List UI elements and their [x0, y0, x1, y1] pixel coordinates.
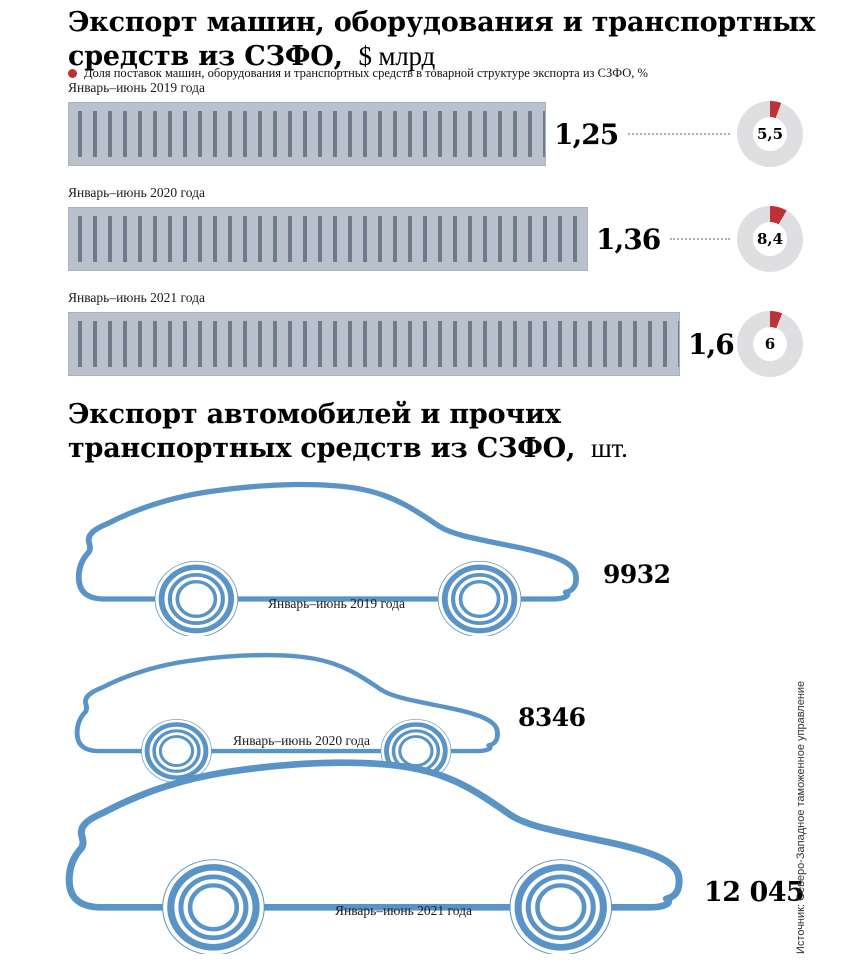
export-bar-2020	[68, 207, 588, 271]
bar-row-2019: 1,25	[68, 102, 735, 166]
export-value-2020: 1,36	[596, 222, 661, 256]
car-icon-2021	[56, 752, 706, 954]
legend: Доля поставок машин, оборудования и тран…	[68, 66, 648, 81]
dotted-leader	[670, 238, 730, 240]
car-label-2019: Январь–июнь 2019 года	[268, 596, 405, 611]
share-value-2020: 8,4	[756, 230, 784, 248]
legend-label: Доля поставок машин, оборудования и тран…	[84, 66, 648, 80]
bar-label-2020: Январь–июнь 2020 года	[68, 185, 205, 200]
section1-title: Экспорт машин, оборудования и транспортн…	[68, 6, 838, 74]
car-count-2019: 9932	[603, 560, 671, 589]
bar-row-2021: 1,6	[68, 312, 735, 376]
donut-hole: 8,4	[753, 222, 787, 256]
donut-hole: 5,5	[753, 117, 787, 151]
share-donut-2021: 6	[737, 311, 803, 377]
section2-title: Экспорт автомобилей и прочих транспортны…	[68, 398, 628, 466]
bar-label-2021: Январь–июнь 2021 года	[68, 290, 205, 305]
share-donut-2019: 5,5	[737, 101, 803, 167]
car-label-2021: Январь–июнь 2021 года	[335, 903, 472, 918]
car-count-2021: 12 045	[704, 877, 805, 908]
section2-title-text: Экспорт автомобилей и прочих транспортны…	[68, 399, 576, 464]
legend-dot-icon	[68, 69, 77, 78]
section2-unit-label: шт.	[590, 432, 628, 463]
export-bar-2021	[68, 312, 680, 376]
export-value-2021: 1,6	[688, 327, 735, 361]
car-icon-2020	[68, 648, 516, 782]
bar-row-2020: 1,36	[68, 207, 735, 271]
bar-label-2019: Январь–июнь 2019 года	[68, 80, 205, 95]
section1-unit-label: $ млрд	[358, 40, 436, 71]
export-value-2019: 1,25	[554, 117, 619, 151]
share-donut-2020: 8,4	[737, 206, 803, 272]
section1-title-text: Экспорт машин, оборудования и транспортн…	[68, 7, 815, 72]
donut-hole: 6	[753, 327, 787, 361]
car-icon-2019	[68, 476, 598, 636]
car-count-2020: 8346	[518, 703, 586, 732]
dotted-leader	[628, 133, 730, 135]
export-bar-2019	[68, 102, 546, 166]
share-value-2021: 6	[764, 335, 776, 353]
car-label-2020: Январь–июнь 2020 года	[233, 733, 370, 748]
share-value-2019: 5,5	[756, 125, 784, 143]
source-note: Источник: Северо-Западное таможенное упр…	[795, 680, 807, 954]
